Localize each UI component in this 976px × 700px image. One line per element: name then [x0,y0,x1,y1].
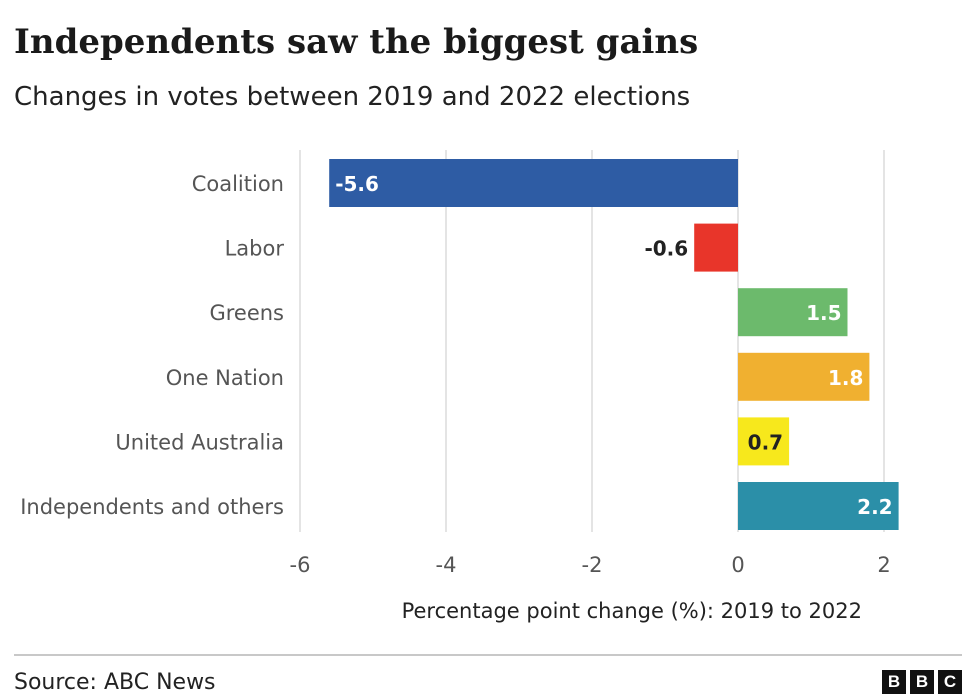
logo-letter-2: B [910,670,934,694]
footer-divider [14,654,962,656]
x-tick-label: -6 [290,553,311,577]
chart-subtitle: Changes in votes between 2019 and 2022 e… [14,82,691,112]
data-label: 1.8 [828,366,863,390]
x-axis-title: Percentage point change (%): 2019 to 202… [402,599,862,623]
category-label: Greens [209,301,284,325]
data-label: 2.2 [857,495,892,519]
category-label: Coalition [192,172,284,196]
category-label: Labor [225,237,285,261]
x-tick-label: -4 [436,553,457,577]
logo-letter-1: B [882,670,906,694]
data-label: -5.6 [335,172,379,196]
category-label: One Nation [166,366,284,390]
source-note: Source: ABC News [14,670,216,695]
bar [738,352,870,401]
data-label: 1.5 [806,301,841,325]
category-label: United Australia [115,430,284,454]
bar-chart: -6 -4 -2 0 2 Coalition -5.6 Labor -0.6 Greens 1.5 O… [20,150,899,623]
bar [694,223,738,272]
bar [738,288,848,337]
bar [738,417,790,466]
bar [329,159,738,207]
bar [738,482,899,530]
data-label: -0.6 [644,237,688,261]
x-tick-label: -2 [582,553,603,577]
logo-letter-3: C [938,670,962,694]
chart-title: Independents saw the biggest gains [14,22,699,62]
bbc-logo: B B C [882,670,962,694]
category-label: Independents and others [20,495,284,519]
data-label: 0.7 [748,430,783,454]
x-tick-label: 0 [731,553,744,577]
x-tick-label: 2 [877,553,890,577]
